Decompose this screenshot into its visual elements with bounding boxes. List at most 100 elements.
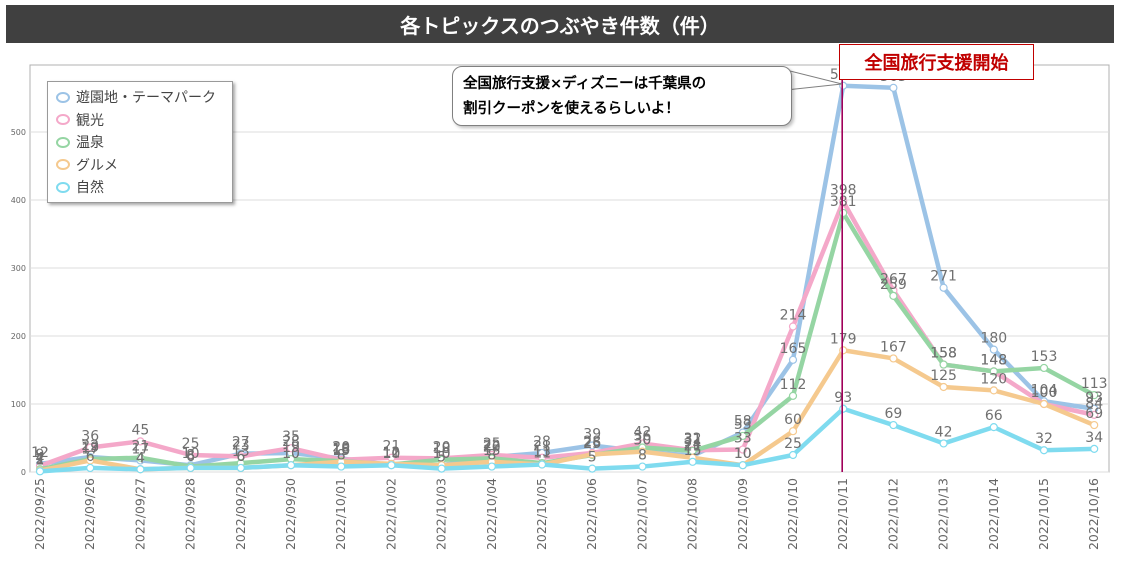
data-point-nature[interactable]: [939, 439, 948, 448]
data-point-onsen[interactable]: [738, 431, 747, 441]
data-point-nature[interactable]: [1039, 446, 1049, 455]
data-label-onsen: 19: [81, 440, 99, 456]
data-point-nature[interactable]: [437, 464, 446, 473]
x-tick-label: 2022/10/07: [634, 478, 649, 550]
data-point-onsen[interactable]: [839, 208, 848, 218]
data-label-nature: 10: [382, 446, 400, 462]
data-point-onsen[interactable]: [889, 291, 898, 300]
x-tick-label: 2022/10/02: [383, 478, 398, 550]
data-point-sightseeing[interactable]: [136, 437, 145, 446]
data-point-nature[interactable]: [788, 450, 798, 460]
data-label-onsen: 4: [36, 450, 45, 466]
data-point-onsen[interactable]: [1090, 391, 1099, 400]
data-label-nature: 34: [1085, 430, 1103, 446]
data-point-nature[interactable]: [387, 461, 396, 470]
data-point-nature[interactable]: [738, 461, 747, 470]
data-point-gourmet[interactable]: [638, 447, 647, 456]
data-label-gourmet: 21: [684, 439, 702, 455]
data-point-nature[interactable]: [186, 463, 195, 473]
data-label-sightseeing: 398: [830, 182, 857, 198]
x-tick-label: 2022/10/12: [885, 478, 900, 550]
data-point-nature[interactable]: [989, 423, 998, 432]
x-tick-label: 2022/09/30: [283, 478, 298, 550]
legend-item-theme-park[interactable]: 遊園地・テーマパーク: [56, 86, 224, 109]
data-point-gourmet[interactable]: [989, 386, 998, 395]
data-point-gourmet[interactable]: [588, 450, 597, 459]
data-point-gourmet[interactable]: [1090, 420, 1099, 430]
data-point-nature[interactable]: [1090, 444, 1099, 453]
data-point-gourmet[interactable]: [788, 427, 798, 436]
legend-item-gourmet[interactable]: グルメ: [56, 154, 224, 177]
data-label-sightseeing: 36: [81, 429, 99, 445]
data-label-onsen: 31: [684, 432, 702, 448]
data-label-onsen: 259: [880, 277, 907, 293]
data-point-onsen[interactable]: [788, 391, 798, 400]
data-label-gourmet: 10: [433, 446, 451, 462]
data-point-onsen[interactable]: [939, 360, 948, 369]
data-label-gourmet: 100: [1031, 385, 1058, 401]
data-point-nature[interactable]: [487, 462, 496, 471]
legend-item-sightseeing[interactable]: 観光: [56, 109, 224, 132]
data-label-gourmet: 179: [830, 331, 857, 347]
legend-label: 温泉: [76, 135, 104, 152]
data-point-nature[interactable]: [889, 420, 898, 430]
data-point-sightseeing[interactable]: [186, 450, 195, 460]
data-point-nature[interactable]: [638, 462, 647, 471]
data-label-onsen: 18: [433, 441, 451, 457]
legend-item-nature[interactable]: 自然: [56, 176, 224, 199]
legend-item-onsen[interactable]: 温泉: [56, 131, 224, 154]
data-point-nature[interactable]: [337, 462, 346, 471]
data-point-theme-park[interactable]: [889, 83, 898, 92]
data-label-sightseeing: 21: [533, 439, 551, 455]
data-label-onsen: 25: [583, 436, 601, 452]
x-tick-label: 2022/10/08: [685, 478, 700, 550]
data-point-nature[interactable]: [35, 467, 45, 476]
data-point-nature[interactable]: [136, 465, 145, 474]
data-label-nature: 32: [1035, 431, 1053, 447]
legend-label: 遊園地・テーマパーク: [76, 90, 216, 107]
data-label-gourmet: 6: [186, 449, 195, 465]
data-point-theme-park[interactable]: [788, 355, 798, 364]
data-label-sightseeing: 214: [780, 307, 807, 323]
data-point-gourmet[interactable]: [839, 346, 848, 355]
data-label-nature: 5: [437, 450, 446, 466]
data-point-nature[interactable]: [86, 463, 95, 473]
y-tick-label: 400: [11, 196, 26, 205]
x-tick-label: 2022/09/29: [233, 478, 248, 550]
x-tick-label: 2022/09/28: [183, 478, 198, 550]
x-tick-label: 2022/10/06: [584, 478, 599, 550]
data-point-nature[interactable]: [286, 461, 296, 470]
data-point-nature[interactable]: [588, 464, 597, 473]
data-point-nature[interactable]: [236, 463, 245, 473]
data-label-onsen: 53: [734, 417, 752, 433]
data-point-sightseeing[interactable]: [788, 322, 798, 331]
data-point-onsen[interactable]: [989, 367, 998, 376]
data-point-nature[interactable]: [688, 457, 697, 466]
data-point-gourmet[interactable]: [939, 382, 948, 392]
data-point-onsen[interactable]: [1039, 363, 1049, 373]
data-point-theme-park[interactable]: [989, 345, 998, 354]
data-point-onsen[interactable]: [136, 453, 145, 462]
data-point-nature[interactable]: [839, 404, 848, 413]
data-label-sightseeing: 33: [734, 431, 752, 447]
data-point-nature[interactable]: [537, 460, 547, 469]
data-label-sightseeing: 21: [382, 439, 400, 455]
data-point-gourmet[interactable]: [1039, 399, 1049, 409]
x-tick-label: 2022/10/01: [333, 478, 348, 550]
data-point-sightseeing[interactable]: [738, 445, 747, 454]
data-label-sightseeing: 267: [880, 271, 907, 287]
data-label-onsen: 16: [332, 442, 350, 458]
callout-line-1: 全国旅行支援×ディズニーは千葉県の: [463, 76, 707, 92]
data-point-theme-park[interactable]: [939, 283, 948, 292]
data-point-gourmet[interactable]: [889, 354, 898, 363]
data-label-sightseeing: 25: [483, 436, 501, 452]
legend-marker-gourmet: [56, 159, 70, 171]
data-label-theme-park: 10: [382, 446, 400, 462]
data-label-onsen: 13: [232, 444, 250, 460]
chart-title: 各トピックスのつぶやき件数（件）: [6, 5, 1114, 43]
data-point-sightseeing[interactable]: [1090, 410, 1099, 419]
data-label-gourmet: 30: [633, 433, 651, 449]
data-point-sightseeing[interactable]: [86, 443, 95, 452]
data-point-sightseeing[interactable]: [286, 444, 296, 453]
series-lines: [35, 81, 1099, 476]
